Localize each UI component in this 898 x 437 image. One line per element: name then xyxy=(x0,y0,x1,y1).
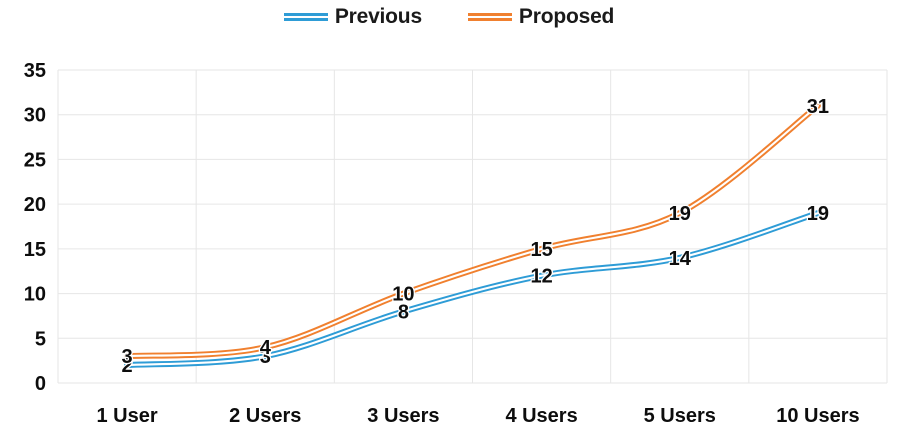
previous-line-swatch xyxy=(283,13,328,21)
legend-label-previous: Previous xyxy=(334,5,422,28)
x-tick-label: 3 Users xyxy=(367,405,439,427)
data-label-proposed: 10 xyxy=(392,284,414,306)
y-tick-label: 5 xyxy=(35,328,46,350)
line-chart: 0 5 10 15 20 25 30 35 1 User 2 Users 3 Users 4 User… xyxy=(24,60,888,427)
legend: Previous Proposed xyxy=(0,2,898,32)
y-tick-label: 35 xyxy=(24,60,46,82)
y-tick-label: 10 xyxy=(24,284,46,306)
x-tick-label: 2 Users xyxy=(229,405,301,427)
data-label-previous: 2 xyxy=(122,355,133,377)
series-previous xyxy=(124,210,821,369)
gridlines xyxy=(57,69,888,384)
data-label-previous: 8 xyxy=(398,301,409,323)
y-tick-label: 25 xyxy=(24,149,46,171)
data-label-previous: 12 xyxy=(530,266,552,288)
x-tick-label: 10 Users xyxy=(776,405,859,427)
data-label-previous: 14 xyxy=(669,248,692,270)
legend-label-proposed: Proposed xyxy=(518,5,615,28)
data-label-proposed: 19 xyxy=(669,203,691,225)
data-label-proposed: 15 xyxy=(530,239,552,261)
series-line-core-proposed xyxy=(126,104,819,358)
proposed-line-swatch xyxy=(467,13,512,21)
data-label-proposed: 4 xyxy=(260,337,272,359)
data-label-previous: 3 xyxy=(260,346,271,368)
y-tick-label: 30 xyxy=(24,105,46,127)
x-tick-label: 4 Users xyxy=(505,405,577,427)
data-label-previous: 19 xyxy=(807,203,829,225)
y-axis-labels: 0 5 10 15 20 25 30 35 xyxy=(24,60,46,395)
series-line-core-previous xyxy=(126,212,819,367)
x-axis-labels: 1 User 2 Users 3 Users 4 Users 5 Users 10 Use… xyxy=(97,405,860,427)
x-tick-label: 5 Users xyxy=(644,405,716,427)
series-proposed xyxy=(124,102,821,360)
legend-item-previous: Previous xyxy=(283,5,422,29)
y-tick-label: 15 xyxy=(24,239,46,261)
legend-item-proposed: Proposed xyxy=(467,5,615,29)
data-label-proposed: 31 xyxy=(807,96,829,118)
y-tick-label: 0 xyxy=(35,373,46,395)
x-tick-label: 1 User xyxy=(97,405,158,427)
data-label-proposed: 3 xyxy=(122,346,133,368)
y-tick-label: 20 xyxy=(24,194,46,216)
